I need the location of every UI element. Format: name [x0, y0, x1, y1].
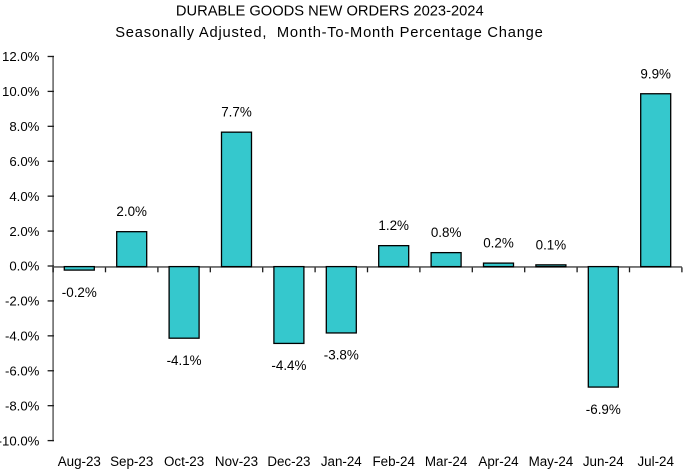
svg-text:7.7%: 7.7%: [221, 105, 252, 120]
svg-text:0.1%: 0.1%: [536, 237, 567, 252]
svg-text:-4.4%: -4.4%: [271, 358, 306, 373]
svg-text:May-24: May-24: [529, 454, 574, 469]
svg-text:Oct-23: Oct-23: [164, 454, 204, 469]
svg-text:Apr-24: Apr-24: [478, 454, 519, 469]
svg-text:DURABLE GOODS NEW ORDERS 2023-: DURABLE GOODS NEW ORDERS 2023-2024: [176, 3, 484, 19]
svg-text:2.0%: 2.0%: [9, 224, 39, 239]
svg-text:-8.0%: -8.0%: [5, 398, 40, 413]
svg-text:Jun-24: Jun-24: [583, 454, 624, 469]
svg-text:1.2%: 1.2%: [378, 218, 409, 233]
svg-text:Feb-24: Feb-24: [372, 454, 415, 469]
svg-text:Nov-23: Nov-23: [215, 454, 258, 469]
svg-text:-2.0%: -2.0%: [5, 294, 40, 309]
svg-text:10.0%: 10.0%: [2, 84, 40, 99]
svg-text:-4.1%: -4.1%: [167, 353, 202, 368]
svg-text:Mar-24: Mar-24: [425, 454, 468, 469]
svg-text:Jul-24: Jul-24: [637, 454, 674, 469]
svg-text:2.0%: 2.0%: [116, 204, 147, 219]
svg-text:-6.0%: -6.0%: [5, 363, 40, 378]
svg-text:9.9%: 9.9%: [640, 66, 671, 81]
svg-text:-6.9%: -6.9%: [586, 402, 621, 417]
svg-text:-0.2%: -0.2%: [62, 285, 97, 300]
svg-text:-3.8%: -3.8%: [324, 348, 359, 363]
svg-text:0.0%: 0.0%: [9, 259, 39, 274]
svg-text:Seasonally Adjusted, Month-To: Seasonally Adjusted, Month-To-Month Perc…: [115, 25, 543, 41]
svg-text:12.0%: 12.0%: [2, 49, 40, 64]
svg-text:Dec-23: Dec-23: [267, 454, 310, 469]
svg-text:0.8%: 0.8%: [431, 225, 462, 240]
svg-text:4.0%: 4.0%: [9, 189, 39, 204]
svg-text:-4.0%: -4.0%: [5, 329, 40, 344]
svg-text:Sep-23: Sep-23: [110, 454, 153, 469]
svg-text:-10.0%: -10.0%: [0, 433, 40, 448]
svg-text:8.0%: 8.0%: [9, 119, 39, 134]
svg-text:Jan-24: Jan-24: [321, 454, 362, 469]
svg-text:Aug-23: Aug-23: [58, 454, 101, 469]
svg-text:6.0%: 6.0%: [9, 154, 39, 169]
svg-text:0.2%: 0.2%: [483, 236, 514, 251]
